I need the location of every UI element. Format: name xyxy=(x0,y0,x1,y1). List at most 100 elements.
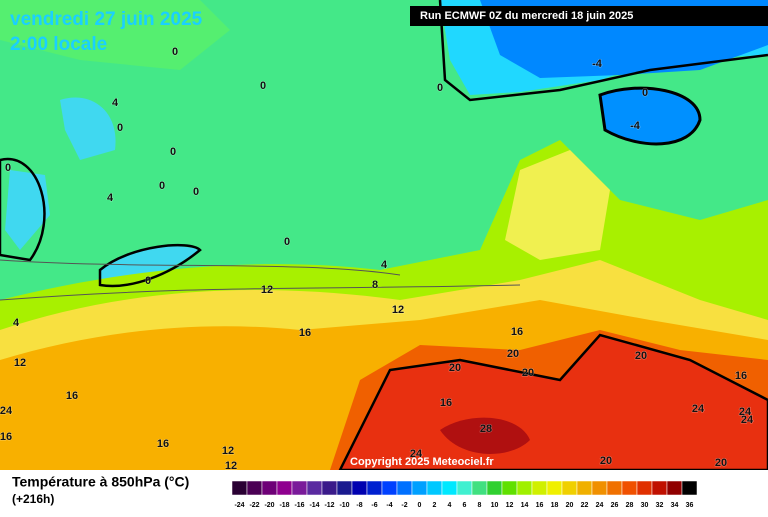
legend-swatch xyxy=(396,480,413,496)
legend-swatch xyxy=(261,480,278,496)
contour-label: 0 xyxy=(5,162,11,174)
legend-tick-label: 18 xyxy=(551,502,559,509)
contour-label: 0 xyxy=(145,275,151,287)
warm-area xyxy=(505,150,610,260)
contour-label: 20 xyxy=(635,350,647,362)
legend-swatch xyxy=(276,480,293,496)
legend-swatch xyxy=(426,480,443,496)
contour-label: 0 xyxy=(117,122,123,134)
legend-tick-label: 24 xyxy=(596,502,604,509)
legend-tick-label: 4 xyxy=(448,502,452,509)
legend-tick-label: 26 xyxy=(611,502,619,509)
legend-tick-label: 28 xyxy=(626,502,634,509)
legend-swatch xyxy=(591,480,608,496)
legend-tick-label: 2 xyxy=(433,502,437,509)
contour-label: -4 xyxy=(592,58,603,70)
contour-label: 20 xyxy=(715,457,727,469)
contour-label: 20 xyxy=(600,455,612,467)
contour-label: 20 xyxy=(449,362,461,374)
legend-tick-label: -16 xyxy=(294,502,304,509)
legend-tick-label: 30 xyxy=(641,502,649,509)
contour-label: 16 xyxy=(735,370,747,382)
contour-label: 24 xyxy=(692,403,705,415)
cold-area xyxy=(60,97,116,160)
legend-tick-label: -4 xyxy=(386,502,392,509)
contour-label: 12 xyxy=(14,357,26,369)
legend-tick-label: 8 xyxy=(478,502,482,509)
contour-label: 20 xyxy=(507,348,519,360)
legend-tick-label: -8 xyxy=(356,502,362,509)
contour-label: 4 xyxy=(13,317,20,329)
legend-swatch xyxy=(501,480,518,496)
legend-swatch xyxy=(666,480,683,496)
legend-tick-label: -18 xyxy=(279,502,289,509)
contour-label: 0 xyxy=(437,82,443,94)
legend-tick-label: 32 xyxy=(656,502,664,509)
contour-label: 0 xyxy=(159,180,165,192)
contour-label: 4 xyxy=(107,192,114,204)
contour-label: 12 xyxy=(261,284,273,296)
contour-label: 16 xyxy=(511,326,523,338)
cold-area xyxy=(5,170,50,250)
contour-label: 16 xyxy=(66,390,78,402)
contour-label: 4 xyxy=(112,97,119,109)
cold-area xyxy=(598,86,702,146)
contour-label: 28 xyxy=(480,423,492,435)
legend-lead: (+216h) xyxy=(12,492,54,506)
map-subtitle: 2:00 locale xyxy=(10,34,107,55)
legend-swatch xyxy=(561,480,578,496)
legend-swatch xyxy=(681,480,698,496)
legend-tick-label: 0 xyxy=(418,502,422,509)
contour-label: 0 xyxy=(284,236,290,248)
legend-tick-label: -10 xyxy=(339,502,349,509)
legend-swatch xyxy=(576,480,593,496)
legend-title: Température à 850hPa (°C) xyxy=(12,474,189,490)
legend-tick-label: -24 xyxy=(234,502,244,509)
legend-swatch xyxy=(291,480,308,496)
legend-tick-label: 22 xyxy=(581,502,589,509)
contour-label: 24 xyxy=(739,406,752,418)
legend-tick-label: 10 xyxy=(491,502,499,509)
contour-label: 0 xyxy=(260,80,266,92)
contour-label: 24 xyxy=(0,405,13,417)
legend-tick-label: 20 xyxy=(566,502,574,509)
legend-tick-label: -6 xyxy=(371,502,377,509)
legend-tick-label: -22 xyxy=(249,502,259,509)
field xyxy=(0,0,230,70)
contour-label: 16 xyxy=(440,397,452,409)
legend-swatch xyxy=(606,480,623,496)
legend-swatch xyxy=(321,480,338,496)
legend-swatch xyxy=(546,480,563,496)
legend-tick-label: 34 xyxy=(671,502,679,509)
legend-swatch xyxy=(366,480,383,496)
hot-area xyxy=(440,417,530,454)
legend-tick-label: -12 xyxy=(324,502,334,509)
legend-swatch xyxy=(516,480,533,496)
legend-swatch xyxy=(306,480,323,496)
contour xyxy=(0,0,768,288)
contour-label: 16 xyxy=(0,431,12,443)
contour-label: 24 xyxy=(741,414,754,426)
legend-swatch xyxy=(351,480,368,496)
contour-label: 8 xyxy=(372,279,378,291)
legend-swatch xyxy=(441,480,458,496)
legend-tick-label: 6 xyxy=(463,502,467,509)
contour-label: 16 xyxy=(299,327,311,339)
contour-label: 12 xyxy=(225,460,237,472)
run-info: Run ECMWF 0Z du mercredi 18 juin 2025 xyxy=(420,10,633,22)
contour-label: 0 xyxy=(172,46,178,58)
contour-label: 24 xyxy=(410,448,423,460)
legend-swatch xyxy=(381,480,398,496)
legend-swatch xyxy=(246,480,263,496)
legend-swatch xyxy=(456,480,473,496)
legend-tick-label: -14 xyxy=(309,502,319,509)
run-box xyxy=(410,6,768,26)
legend-swatch xyxy=(651,480,668,496)
legend-swatch xyxy=(486,480,503,496)
legend-tick-label: -20 xyxy=(264,502,274,509)
map-title: vendredi 27 juin 2025 xyxy=(10,9,203,30)
legend-tick-label: 12 xyxy=(506,502,514,509)
contour-label: 12 xyxy=(392,304,404,316)
